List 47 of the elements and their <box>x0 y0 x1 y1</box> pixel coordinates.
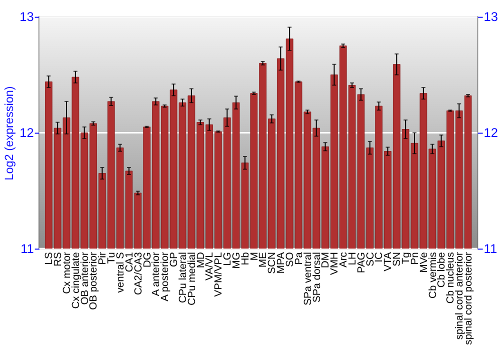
x-tick-label: IC <box>374 252 386 262</box>
x-tick-label: DM <box>320 252 332 268</box>
x-tick-label: Hb <box>240 252 252 266</box>
x-tick-label: ventral S <box>115 252 126 293</box>
y-tick-label: 13 <box>20 9 34 24</box>
y2-tick-label: 12 <box>484 125 498 140</box>
x-tick-label: Arc <box>338 252 350 268</box>
y-tick-label: 11 <box>20 241 34 256</box>
y2-tick-label: 13 <box>484 9 498 24</box>
x-tick-label: Pir <box>98 252 109 265</box>
x-tick-label: VA/VL <box>204 252 216 281</box>
x-tick-label: spinal cord anterior <box>454 252 466 340</box>
x-tick-label: PAG <box>356 252 368 274</box>
x-tick-label: Tg <box>401 252 412 264</box>
x-tick-label: SO <box>285 252 296 267</box>
x-tick-label: SPa dorsal <box>312 252 323 302</box>
x-tick-label: Pn <box>410 252 421 265</box>
x-tick-label: LH <box>347 252 358 266</box>
x-tick-label: Cb nucleus <box>446 252 457 304</box>
x-tick-label: SCN <box>267 252 278 274</box>
x-tick-label: Cx cingulate <box>70 252 82 309</box>
x-tick-label: SPa ventral <box>302 252 314 306</box>
x-tick-label: CA1 <box>124 252 136 272</box>
y2-tick-label: 11 <box>484 241 498 256</box>
y-axis-title: Log2 (expression) <box>2 86 16 180</box>
x-tick-label: Cx motor <box>62 252 73 294</box>
x-tick-label: MVe <box>418 252 430 273</box>
x-tick-label: A posterior <box>160 252 172 302</box>
x-tick-label: MD <box>196 252 207 268</box>
x-tick-label: SN <box>392 252 404 266</box>
x-tick-label: MG <box>231 252 242 269</box>
x-tick-label: M <box>249 252 260 261</box>
x-tick-label: Cb lobe <box>436 252 448 288</box>
x-tick-label: VMH <box>330 252 341 275</box>
x-tick-label: A anterior <box>151 252 162 296</box>
x-tick-label: CA2/CA3 <box>133 252 144 296</box>
x-tick-label: OB anterior <box>80 252 91 305</box>
x-tick-label: OB posterior <box>88 252 100 310</box>
x-tick-label: CPu lateral <box>178 252 189 304</box>
x-tick-label: GP <box>169 252 180 267</box>
y-tick-label: 12 <box>20 125 34 140</box>
x-tick-label: RS <box>53 252 64 266</box>
x-tick-label: Pa <box>294 252 305 265</box>
x-tick-label: DG <box>142 252 154 268</box>
x-tick-label: CPu medial <box>186 252 198 306</box>
x-tick-label: spinal cord posterior <box>463 252 474 345</box>
x-tick-label: SC <box>365 252 376 266</box>
